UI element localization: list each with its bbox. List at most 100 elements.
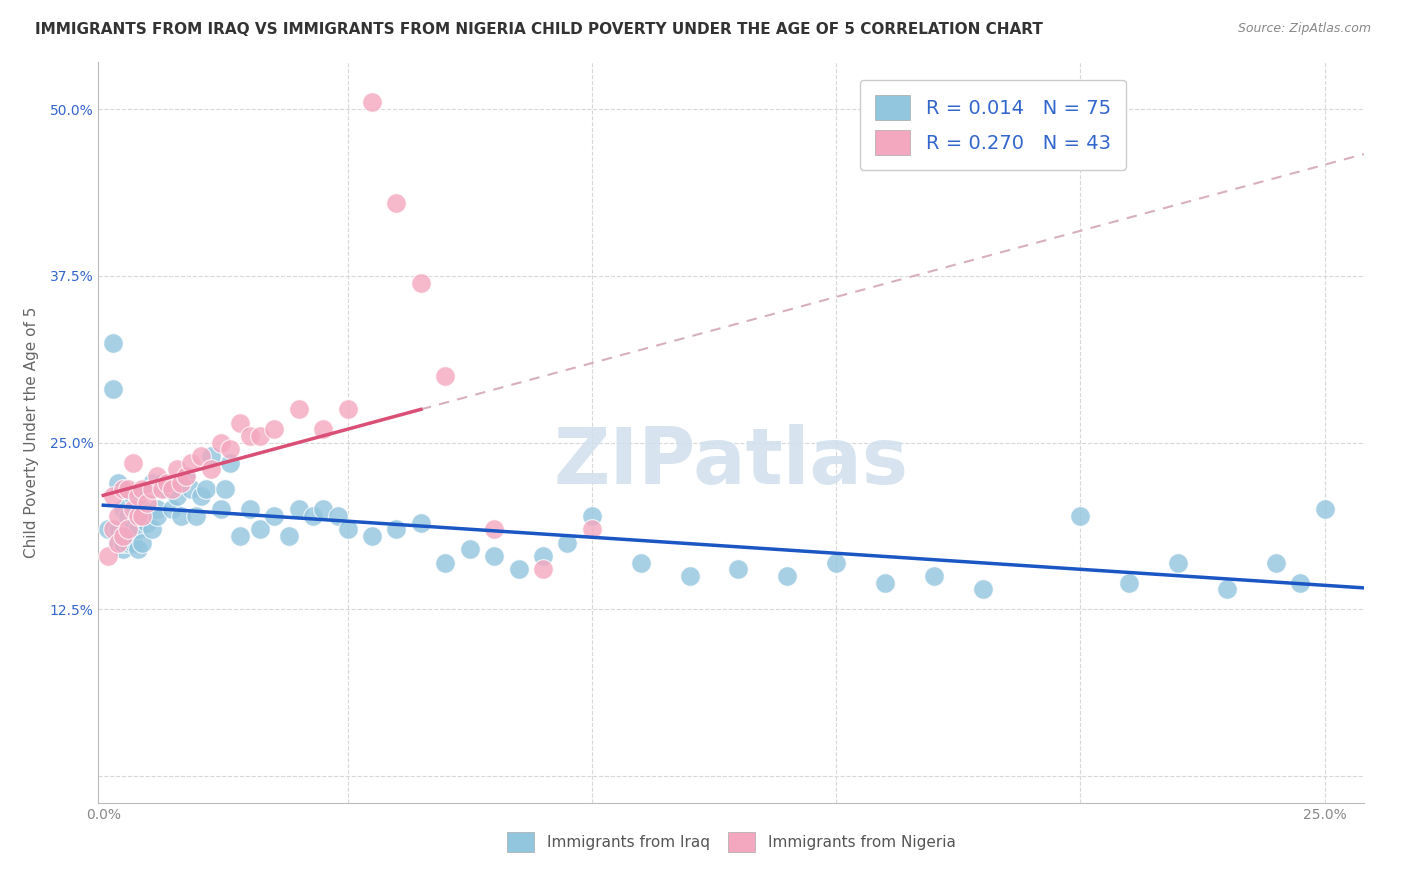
Point: [121, 489, 143, 503]
Point: [630, 556, 652, 570]
Point: [121, 516, 143, 530]
Point: [239, 502, 262, 516]
Point: [385, 195, 408, 210]
Text: ZIPatlas: ZIPatlas: [554, 425, 908, 500]
Point: [146, 508, 169, 523]
Point: [170, 475, 193, 490]
Point: [160, 483, 183, 497]
Point: [482, 522, 505, 536]
Point: [434, 368, 457, 383]
Point: [176, 469, 198, 483]
Point: [302, 508, 325, 523]
Point: [117, 529, 139, 543]
Point: [190, 489, 212, 503]
Point: [209, 435, 232, 450]
Point: [482, 549, 505, 563]
Point: [825, 556, 848, 570]
Point: [107, 522, 129, 536]
Point: [127, 508, 149, 523]
Point: [160, 502, 183, 516]
Point: [1289, 575, 1312, 590]
Point: [229, 529, 252, 543]
Point: [156, 483, 179, 497]
Point: [312, 502, 335, 516]
Point: [287, 402, 309, 417]
Point: [146, 502, 169, 516]
Point: [219, 442, 242, 457]
Legend: Immigrants from Iraq, Immigrants from Nigeria: Immigrants from Iraq, Immigrants from Ni…: [501, 826, 962, 858]
Point: [107, 508, 129, 523]
Point: [180, 483, 202, 497]
Point: [131, 502, 153, 516]
Point: [1313, 502, 1336, 516]
Point: [101, 522, 124, 536]
Point: [278, 529, 301, 543]
Point: [107, 535, 129, 549]
Point: [97, 549, 120, 563]
Point: [263, 508, 285, 523]
Point: [385, 522, 408, 536]
Point: [531, 562, 554, 576]
Point: [263, 422, 285, 436]
Point: [170, 508, 193, 523]
Point: [117, 483, 139, 497]
Point: [146, 469, 169, 483]
Point: [972, 582, 994, 597]
Point: [209, 502, 232, 516]
Point: [141, 483, 163, 497]
Point: [326, 508, 349, 523]
Point: [678, 569, 700, 583]
Point: [101, 489, 124, 503]
Point: [121, 535, 143, 549]
Point: [141, 475, 163, 490]
Text: Source: ZipAtlas.com: Source: ZipAtlas.com: [1237, 22, 1371, 36]
Point: [121, 502, 143, 516]
Point: [111, 535, 134, 549]
Point: [1216, 582, 1239, 597]
Point: [214, 483, 236, 497]
Point: [249, 522, 271, 536]
Point: [1118, 575, 1140, 590]
Point: [97, 522, 120, 536]
Point: [121, 456, 143, 470]
Point: [117, 522, 139, 536]
Point: [336, 522, 359, 536]
Point: [922, 569, 945, 583]
Point: [776, 569, 799, 583]
Point: [409, 276, 432, 290]
Point: [287, 502, 309, 516]
Point: [581, 508, 603, 523]
Point: [111, 483, 134, 497]
Point: [194, 483, 217, 497]
Point: [136, 483, 159, 497]
Point: [136, 516, 159, 530]
Point: [249, 429, 271, 443]
Point: [409, 516, 432, 530]
Point: [111, 542, 134, 557]
Point: [458, 542, 481, 557]
Point: [166, 489, 188, 503]
Point: [180, 456, 202, 470]
Point: [131, 508, 153, 523]
Point: [107, 475, 129, 490]
Point: [1069, 508, 1091, 523]
Point: [107, 535, 129, 549]
Point: [727, 562, 749, 576]
Point: [150, 475, 173, 490]
Point: [166, 462, 188, 476]
Point: [434, 556, 457, 570]
Point: [127, 542, 149, 557]
Point: [873, 575, 896, 590]
Point: [127, 496, 149, 510]
Point: [111, 502, 134, 516]
Point: [219, 456, 242, 470]
Y-axis label: Child Poverty Under the Age of 5: Child Poverty Under the Age of 5: [24, 307, 38, 558]
Point: [1167, 556, 1189, 570]
Point: [127, 489, 149, 503]
Point: [127, 522, 149, 536]
Point: [101, 382, 124, 396]
Point: [508, 562, 530, 576]
Point: [239, 429, 262, 443]
Point: [117, 508, 139, 523]
Point: [229, 416, 252, 430]
